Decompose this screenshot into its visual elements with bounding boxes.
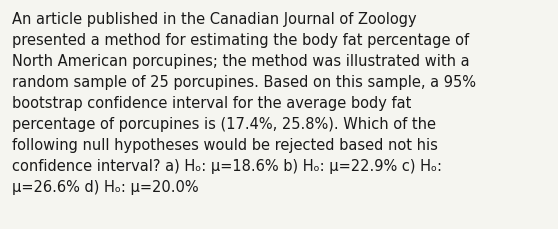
Text: North American porcupines; the method was illustrated with a: North American porcupines; the method wa…: [12, 54, 470, 69]
Text: bootstrap confidence interval for the average body fat: bootstrap confidence interval for the av…: [12, 95, 411, 111]
Text: An article published in the Canadian Journal of Zoology: An article published in the Canadian Jou…: [12, 12, 417, 27]
Text: following null hypotheses would be rejected based not his: following null hypotheses would be rejec…: [12, 137, 438, 152]
Text: presented a method for estimating the body fat percentage of: presented a method for estimating the bo…: [12, 33, 469, 48]
Text: percentage of porcupines is (17.4%, 25.8%). Which of the: percentage of porcupines is (17.4%, 25.8…: [12, 117, 436, 131]
Text: μ=26.6% d) Hₒ: μ=20.0%: μ=26.6% d) Hₒ: μ=20.0%: [12, 179, 199, 194]
Text: random sample of 25 porcupines. Based on this sample, a 95%: random sample of 25 porcupines. Based on…: [12, 75, 476, 90]
Text: confidence interval? a) Hₒ: μ=18.6% b) Hₒ: μ=22.9% c) Hₒ:: confidence interval? a) Hₒ: μ=18.6% b) H…: [12, 158, 442, 173]
